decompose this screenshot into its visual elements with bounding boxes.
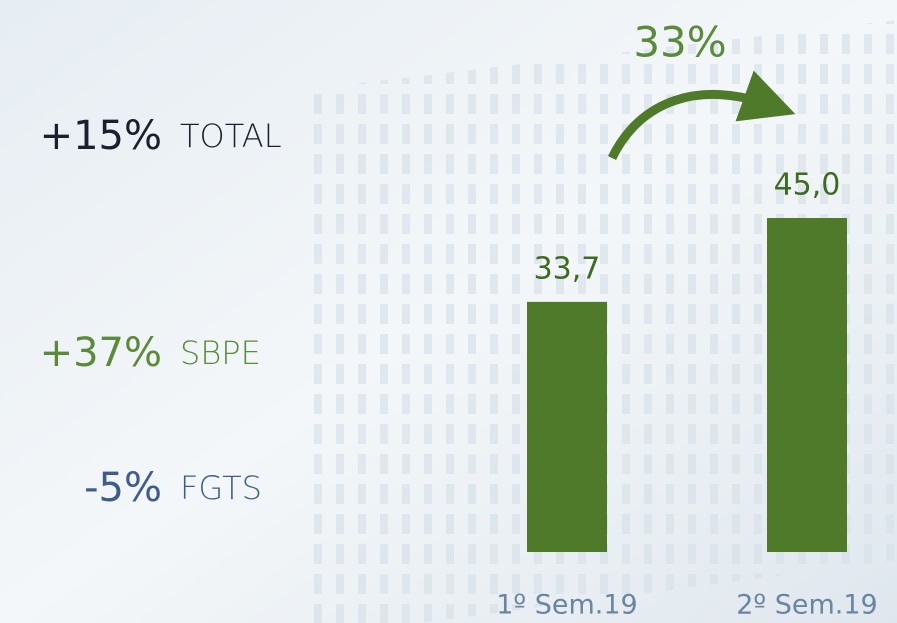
bar: [527, 302, 607, 552]
value-label: 45,0: [774, 168, 841, 203]
segment-label: TOTAL: [180, 117, 282, 155]
x-tick-label: 1º Sem.19: [496, 590, 637, 621]
chart: 33% 33,7 1º Sem.19 45,0 2º Sem.19 +15% TOTAL +…: [0, 0, 897, 623]
change-value: +15%: [40, 113, 162, 159]
change-value: -5%: [84, 465, 162, 511]
segment-label: SBPE: [180, 334, 261, 372]
segment-label: FGTS: [180, 469, 262, 507]
x-tick-label: 2º Sem.19: [736, 590, 877, 621]
value-label: 33,7: [534, 251, 601, 286]
growth-annotation: 33%: [633, 18, 726, 67]
change-value: +37%: [40, 330, 162, 376]
bar: [767, 218, 847, 552]
